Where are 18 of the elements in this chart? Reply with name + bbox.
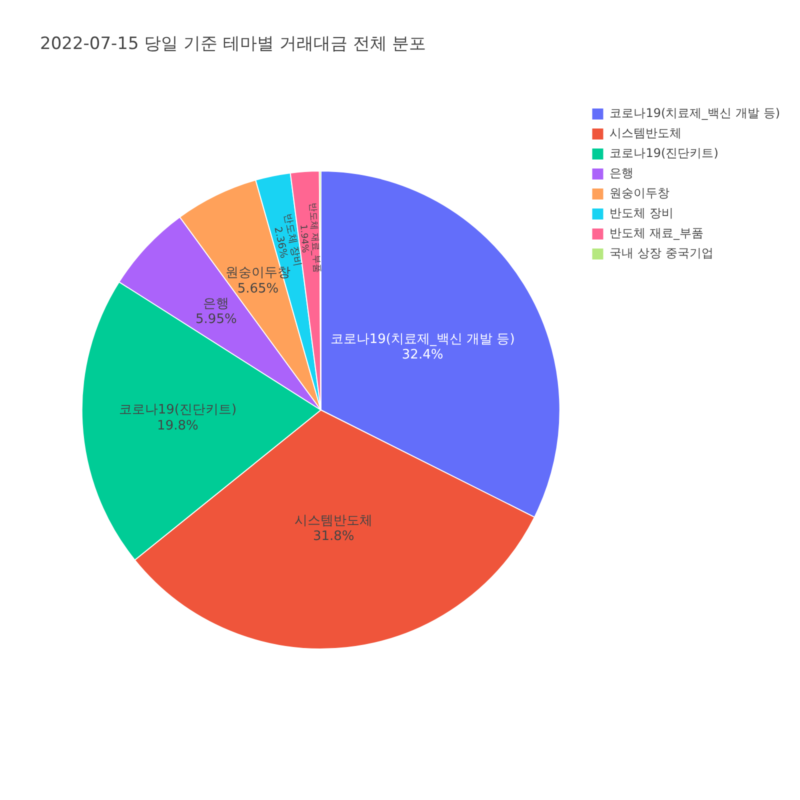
slice-label: 시스템반도체 [294, 513, 373, 528]
slice-label: 코로나19(진단키트) [118, 402, 237, 418]
chart-title: 2022-07-15 당일 기준 테마별 거래대금 전체 분포 [40, 33, 426, 55]
data-label: 5.65% [237, 281, 279, 296]
data-label: 5.95% [196, 312, 237, 328]
slice-label: 은행 [203, 296, 230, 312]
data-label: 19.8% [157, 418, 198, 434]
legend-label: 시스템반도체 [610, 126, 682, 140]
data-label: 32.4% [402, 347, 444, 362]
legend-label: 원숭이두창 [610, 186, 670, 200]
data-label: 31.8% [312, 528, 354, 544]
legend-label: 반도체 재료_부품 [610, 226, 704, 240]
legend-label: 국내 상장 중국기업 [610, 246, 714, 260]
slice-label: 코로나19(치료제_백신 개발 등) [330, 332, 515, 347]
legend-label: 반도체 장비 [610, 206, 674, 220]
legend-label: 코로나19(치료제_백신 개발 등) [610, 106, 780, 120]
legend-label: 코로나19(진단키트) [610, 146, 718, 160]
legend-label: 은행 [610, 166, 634, 180]
